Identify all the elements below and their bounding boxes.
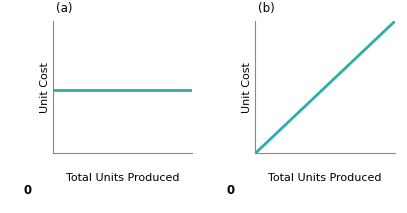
- Text: 0: 0: [24, 184, 32, 197]
- Y-axis label: Unit Cost: Unit Cost: [40, 62, 50, 113]
- Text: (a): (a): [56, 2, 72, 15]
- Y-axis label: Unit Cost: Unit Cost: [243, 62, 252, 113]
- X-axis label: Total Units Produced: Total Units Produced: [268, 173, 382, 183]
- Text: 0: 0: [226, 184, 234, 197]
- Text: (b): (b): [258, 2, 275, 15]
- X-axis label: Total Units Produced: Total Units Produced: [66, 173, 179, 183]
